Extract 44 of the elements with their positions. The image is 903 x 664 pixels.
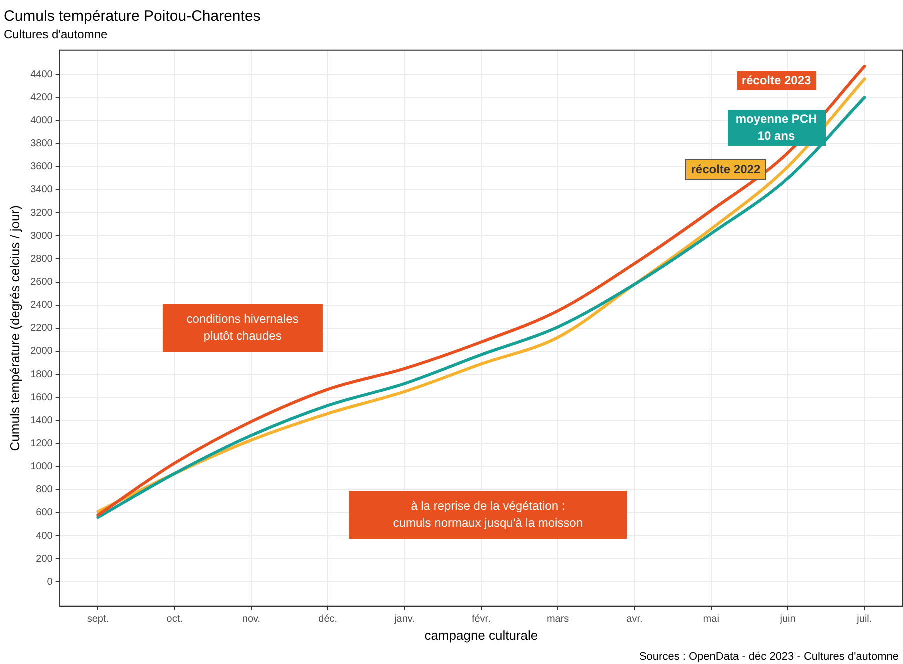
- y-tick-label: 2800: [30, 254, 54, 265]
- y-tick-label: 4200: [30, 92, 54, 104]
- y-tick-label: 1800: [30, 369, 54, 380]
- y-tick-label: 400: [36, 530, 54, 542]
- x-tick-label: mars: [546, 614, 570, 626]
- y-tick-label: 3600: [30, 162, 54, 173]
- y-tick-label: 3000: [30, 230, 54, 242]
- y-tick-label: 600: [36, 508, 54, 519]
- y-tick-label: 3800: [30, 138, 54, 150]
- x-tick-label: nov.: [242, 614, 261, 626]
- y-tick-label: 2000: [30, 346, 54, 358]
- y-tick-label: 3400: [30, 184, 54, 196]
- x-tick-label: janv.: [394, 614, 415, 626]
- y-tick-label: 1200: [30, 438, 54, 450]
- x-tick-label: juin: [779, 614, 796, 626]
- x-tick-label: oct.: [166, 614, 183, 626]
- chart-subtitle: Cultures d'automne: [4, 28, 108, 42]
- x-tick-label: juil.: [856, 614, 872, 626]
- y-tick-label: 4400: [30, 69, 54, 80]
- note-box: conditions hivernales plutôt chaudes: [162, 304, 323, 352]
- y-tick-label: 1600: [30, 392, 54, 404]
- y-tick-label: 4000: [30, 116, 54, 127]
- y-tick-label: 200: [36, 554, 54, 565]
- chart-title: Cumuls température Poitou-Charentes: [4, 8, 261, 26]
- series-label: moyenne PCH 10 ans: [728, 110, 826, 146]
- y-tick-label: 3200: [30, 208, 54, 219]
- series-label: récolte 2022: [685, 159, 767, 180]
- y-tick-label: 2600: [30, 277, 54, 288]
- y-tick-label: 1000: [30, 462, 54, 473]
- y-tick-label: 0: [47, 576, 54, 588]
- note-box: à la reprise de la végétation : cumuls normaux jusqu'à la moisson: [349, 491, 628, 540]
- y-axis-title: Cumuls température (degrés celcius / jour): [7, 206, 22, 452]
- x-tick-label: févr.: [472, 614, 491, 626]
- x-tick-label: avr.: [626, 614, 643, 626]
- x-axis-title: campagne culturale: [424, 628, 538, 643]
- x-tick-label: sept.: [87, 614, 110, 626]
- x-tick-label: déc.: [318, 614, 338, 626]
- y-tick-label: 800: [36, 484, 54, 496]
- source-note: Sources : OpenData - déc 2023 - Cultures d'automne: [639, 651, 899, 663]
- x-tick-label: mai: [703, 614, 720, 626]
- y-tick-label: 2400: [30, 300, 54, 312]
- y-tick-label: 2200: [30, 323, 54, 334]
- y-tick-label: 1400: [30, 415, 54, 426]
- text: récolte 2023: [736, 71, 816, 90]
